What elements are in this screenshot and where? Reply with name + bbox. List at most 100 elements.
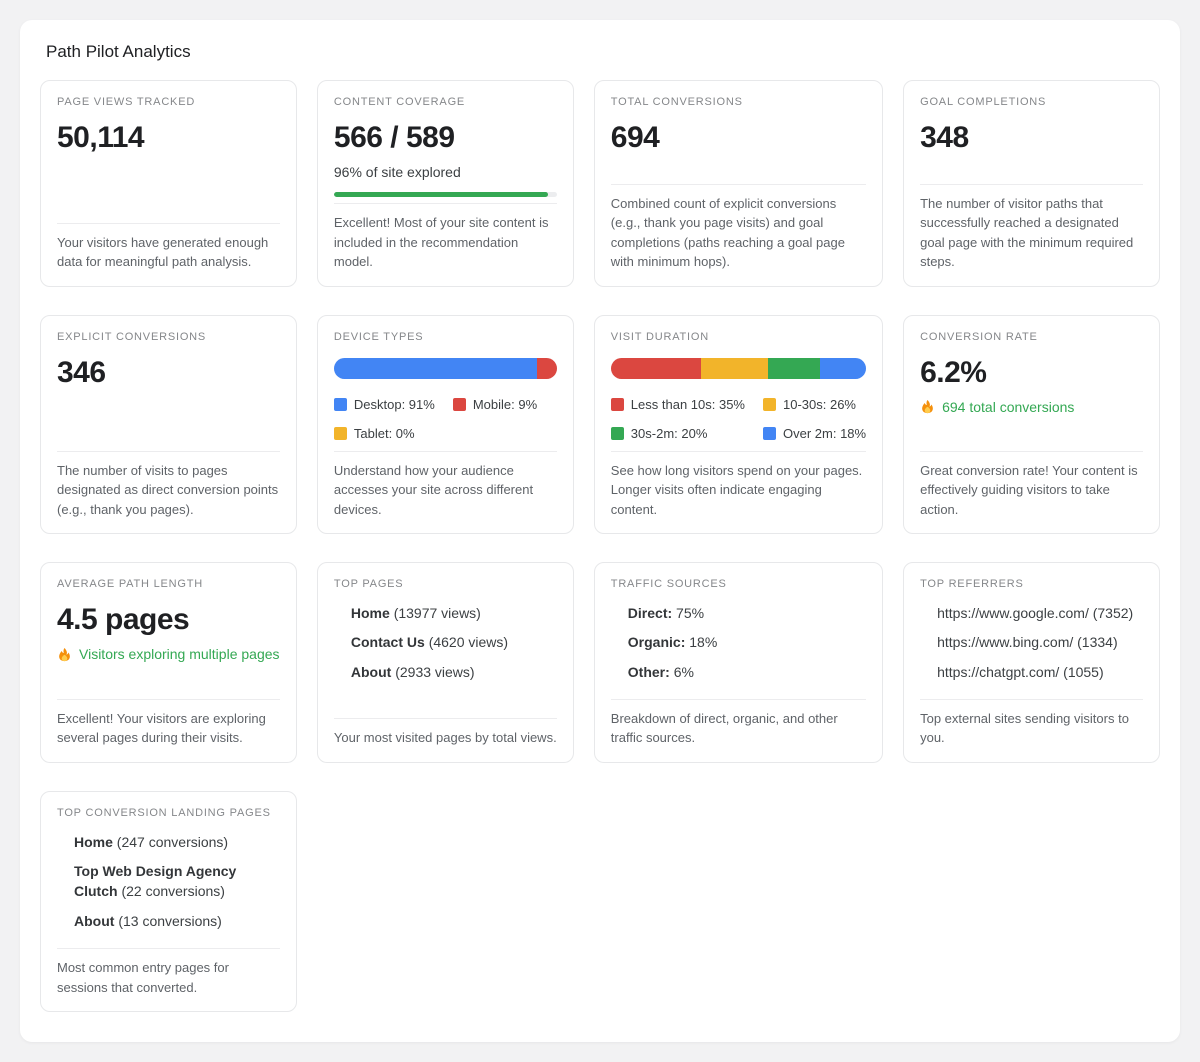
card-description: Your most visited pages by total views. — [333, 730, 557, 746]
metric-value: 346 — [57, 355, 106, 389]
metric-value: 4.5 pages — [57, 603, 190, 636]
source-name: Other: — [627, 663, 670, 680]
legend-label: Less than 10s: 35% — [630, 396, 745, 412]
legend-label: Mobile: 9% — [472, 396, 538, 412]
card-footer: Understand how your audience accesses yo… — [333, 450, 557, 520]
top-referrers-list: https://www.google.com/ (7352) https://w… — [920, 603, 1143, 691]
card-label: TRAFFIC SOURCES — [610, 578, 727, 590]
device-types-bar — [333, 357, 557, 379]
legend-label: 30s-2m: 20% — [630, 425, 708, 441]
card-description: Most common entry pages for sessions tha… — [57, 960, 229, 995]
coverage-progress-bar — [333, 192, 557, 197]
page-name: Home — [74, 833, 113, 850]
card-description: Excellent! Your visitors are exploring s… — [57, 710, 266, 746]
card-top-conversion-landing-pages: TOP CONVERSION LANDING PAGES Home (247 c… — [40, 790, 297, 1013]
card-footer: Combined count of explicit conversions (… — [610, 183, 867, 272]
landing-pages-list: Home (247 conversions) Top Web Design Ag… — [57, 832, 280, 940]
dashboard-panel: Path Pilot Analytics PAGE VIEWS TRACKED … — [20, 20, 1180, 1043]
card-footer: Excellent! Most of your site content is … — [333, 203, 557, 272]
divider — [610, 698, 867, 700]
card-label: TOP CONVERSION LANDING PAGES — [57, 806, 271, 819]
list-item: Top Web Design Agency Clutch (22 convers… — [74, 861, 280, 902]
card-label: DEVICE TYPES — [333, 330, 424, 343]
card-footer: The number of visitor paths that success… — [920, 183, 1143, 272]
card-label: PAGE VIEWS TRACKED — [57, 96, 196, 108]
legend-item-mobile: Mobile: 9% — [452, 396, 538, 412]
list-item: Home (247 conversions) — [74, 832, 280, 852]
legend-label: 10-30s: 26% — [783, 396, 856, 412]
card-label: TOTAL CONVERSIONS — [610, 96, 743, 108]
card-label: CONTENT COVERAGE — [333, 96, 466, 108]
list-item: Organic: 18% — [628, 632, 866, 652]
referrer-item: https://chatgpt.com/ (1055) — [937, 663, 1104, 680]
card-label: EXPLICIT CONVERSIONS — [57, 330, 207, 343]
bar-segment — [333, 357, 537, 379]
legend-item-desktop: Desktop: 91% — [333, 396, 435, 412]
page-detail: (13 conversions) — [118, 912, 222, 929]
flame-icon — [59, 647, 70, 661]
referrer-item: https://www.google.com/ (7352) — [937, 605, 1134, 621]
legend-label: Desktop: 91% — [353, 396, 435, 412]
card-description: Breakdown of direct, organic, and other … — [610, 710, 838, 746]
card-footer: Your most visited pages by total views. — [333, 718, 557, 748]
card-label: TOP PAGES — [333, 578, 404, 590]
divider — [920, 450, 1143, 452]
legend-item-10-30s: 10-30s: 26% — [763, 397, 866, 412]
card-footer: Great conversion rate! Your content is e… — [920, 450, 1143, 520]
card-footer: Your visitors have generated enough data… — [57, 222, 280, 272]
page-name: About — [74, 912, 115, 929]
divider — [57, 450, 280, 452]
metric-value: 694 — [610, 121, 660, 154]
list-item: About (13 conversions) — [74, 911, 280, 931]
card-label: TOP REFERRERS — [920, 578, 1024, 590]
bar-segment — [701, 357, 769, 379]
metric-value: 348 — [920, 121, 969, 154]
card-description: Great conversion rate! Your content is e… — [920, 462, 1138, 517]
card-footer: Breakdown of direct, organic, and other … — [610, 698, 867, 748]
page-name: Top Web Design Agency Clutch — [74, 863, 237, 900]
legend-label: Over 2m: 18% — [783, 425, 867, 441]
card-description: The number of visitor paths that success… — [920, 195, 1134, 270]
card-footer: See how long visitors spend on your page… — [610, 450, 867, 520]
legend-item-30s-2m: 30s-2m: 20% — [610, 425, 745, 441]
card-conversion-rate: CONVERSION RATE 6.2% 694 total conversio… — [903, 314, 1160, 534]
card-page-views-tracked: PAGE VIEWS TRACKED 50,114 Your visitors … — [40, 80, 297, 287]
card-footer: Excellent! Your visitors are exploring s… — [57, 698, 280, 748]
source-detail: 75% — [676, 605, 705, 621]
card-top-referrers: TOP REFERRERS https://www.google.com/ (7… — [903, 562, 1160, 763]
source-name: Organic: — [627, 634, 686, 651]
card-device-types: DEVICE TYPES Desktop: 91% Mobile: 9% Tab… — [316, 314, 574, 534]
flame-icon — [922, 399, 933, 414]
metric-value: 566 / 589 — [333, 121, 455, 154]
page-name: About — [350, 663, 392, 680]
card-traffic-sources: TRAFFIC SOURCES Direct: 75% Organic: 18%… — [593, 562, 884, 763]
card-footer: Top external sites sending visitors to y… — [920, 698, 1143, 748]
divider — [57, 222, 280, 224]
card-description: The number of visits to pages designated… — [57, 462, 279, 517]
bar-segment — [819, 357, 867, 379]
card-label: GOAL COMPLETIONS — [920, 96, 1047, 108]
coverage-progress-fill — [333, 192, 548, 197]
card-description: Your visitors have generated enough data… — [57, 234, 269, 270]
page-name: Home — [350, 605, 390, 621]
card-label: CONVERSION RATE — [920, 330, 1038, 343]
card-description: Combined count of explicit conversions (… — [610, 195, 845, 270]
metric-highlight: Visitors exploring multiple pages — [57, 646, 280, 662]
visit-duration-legend: Less than 10s: 35% 10-30s: 26% 30s-2m: 2… — [610, 396, 866, 441]
source-detail: 6% — [673, 663, 694, 680]
legend-item-over-2m: Over 2m: 18% — [763, 426, 866, 441]
metric-value: 50,114 — [57, 121, 145, 154]
list-item: Contact Us (4620 views) — [351, 632, 557, 652]
card-goal-completions: GOAL COMPLETIONS 348 The number of visit… — [903, 80, 1160, 287]
list-item: Direct: 75% — [628, 603, 866, 623]
source-detail: 18% — [689, 634, 718, 651]
legend-item-under-10s: Less than 10s: 35% — [610, 396, 745, 412]
referrer-item: https://www.bing.com/ (1334) — [937, 634, 1118, 651]
metric-highlight: 694 total conversions — [920, 399, 1143, 415]
mobile-swatch-icon — [452, 397, 466, 411]
page-title: Path Pilot Analytics — [46, 42, 191, 61]
highlight-text: Visitors exploring multiple pages — [79, 646, 280, 662]
card-average-path-length: AVERAGE PATH LENGTH 4.5 pages Visitors e… — [40, 562, 297, 763]
divider — [57, 948, 280, 950]
card-label: VISIT DURATION — [610, 330, 709, 343]
